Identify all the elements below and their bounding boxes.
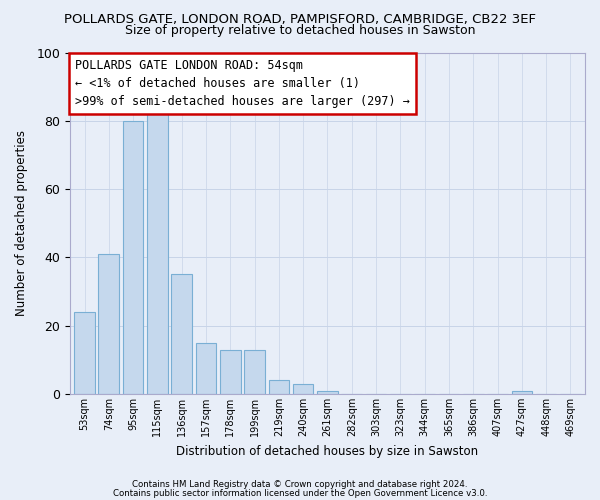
Bar: [196, 343, 217, 394]
Text: Contains public sector information licensed under the Open Government Licence v3: Contains public sector information licen…: [113, 488, 487, 498]
Text: POLLARDS GATE LONDON ROAD: 54sqm
← <1% of detached houses are smaller (1)
>99% o: POLLARDS GATE LONDON ROAD: 54sqm ← <1% o…: [75, 60, 410, 108]
Y-axis label: Number of detached properties: Number of detached properties: [15, 130, 28, 316]
Text: Size of property relative to detached houses in Sawston: Size of property relative to detached ho…: [125, 24, 475, 37]
Bar: [269, 380, 289, 394]
X-axis label: Distribution of detached houses by size in Sawston: Distribution of detached houses by size …: [176, 444, 479, 458]
Bar: [123, 121, 143, 394]
Bar: [98, 254, 119, 394]
Text: Contains HM Land Registry data © Crown copyright and database right 2024.: Contains HM Land Registry data © Crown c…: [132, 480, 468, 489]
Bar: [147, 107, 168, 394]
Bar: [74, 312, 95, 394]
Bar: [220, 350, 241, 394]
Bar: [317, 390, 338, 394]
Text: POLLARDS GATE, LONDON ROAD, PAMPISFORD, CAMBRIDGE, CB22 3EF: POLLARDS GATE, LONDON ROAD, PAMPISFORD, …: [64, 12, 536, 26]
Bar: [512, 390, 532, 394]
Bar: [172, 274, 192, 394]
Bar: [293, 384, 313, 394]
Bar: [244, 350, 265, 394]
